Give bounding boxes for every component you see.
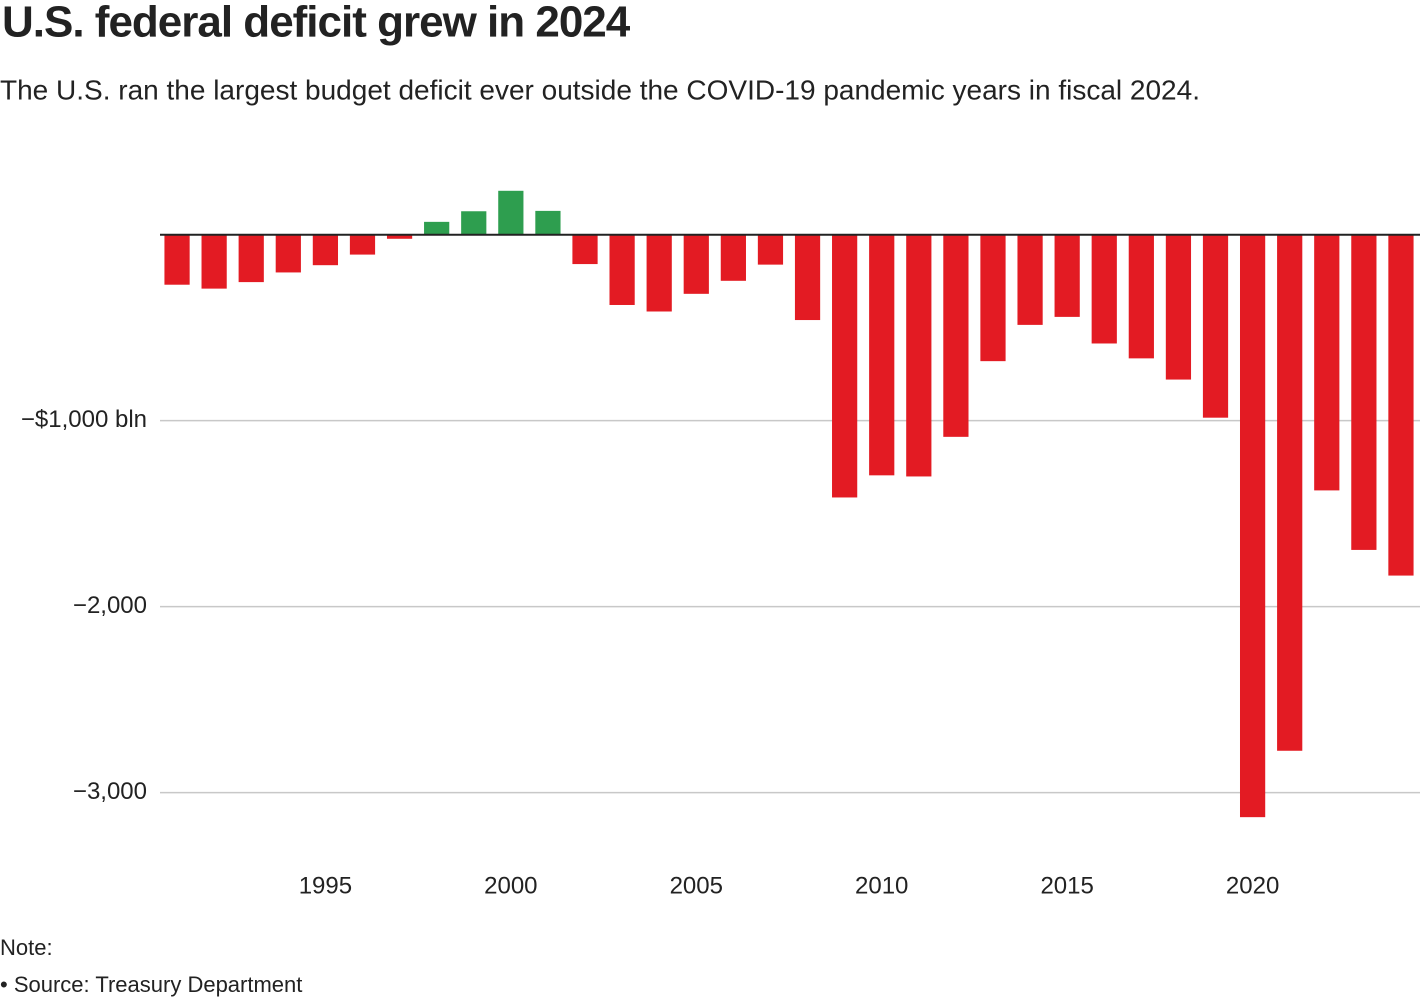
- bar: [1277, 234, 1303, 751]
- bar: [1128, 234, 1154, 359]
- x-tick-label: 2005: [670, 872, 723, 899]
- bar: [164, 234, 190, 285]
- bar: [980, 234, 1006, 362]
- bar: [683, 234, 709, 294]
- bar: [943, 234, 969, 437]
- bar: [1091, 234, 1117, 344]
- bar: [312, 234, 339, 266]
- x-tick-label: 2015: [1040, 872, 1093, 899]
- x-tick-label: 1995: [299, 872, 352, 899]
- bar: [720, 234, 746, 281]
- x-tick-label: 2010: [855, 872, 908, 899]
- bar: [275, 234, 301, 273]
- y-tick-label: −$1,000 bln: [21, 406, 147, 433]
- bar: [1239, 234, 1266, 818]
- bar: [609, 234, 635, 305]
- bar: [646, 234, 672, 312]
- bar: [349, 234, 376, 255]
- bar: [386, 234, 413, 239]
- bar: [1054, 234, 1080, 317]
- bar: [201, 234, 227, 289]
- bar: [1351, 234, 1377, 550]
- bar: [461, 211, 487, 235]
- bar: [535, 210, 561, 235]
- bar: [1202, 234, 1229, 418]
- bar: [906, 234, 932, 477]
- bar: [572, 234, 598, 265]
- bar: [424, 221, 450, 235]
- source: • Source: Treasury Department: [0, 972, 302, 997]
- bar: [498, 190, 524, 235]
- bar: [1017, 234, 1043, 325]
- note: Note:: [0, 935, 53, 960]
- x-tick-label: 2020: [1226, 872, 1279, 899]
- bar: [794, 234, 821, 321]
- y-tick-label: −2,000: [73, 592, 147, 619]
- x-tick-label: 2000: [484, 872, 537, 899]
- bar: [238, 234, 264, 283]
- bar: [1388, 234, 1414, 576]
- chart-subtitle: The U.S. ran the largest budget deficit …: [0, 74, 1200, 105]
- bar: [832, 234, 858, 498]
- y-tick-label: −3,000: [73, 778, 147, 805]
- bar: [1165, 234, 1192, 380]
- bar: [1314, 234, 1340, 491]
- bar: [869, 234, 895, 476]
- bar: [757, 234, 784, 265]
- chart-title: U.S. federal deficit grew in 2024: [2, 0, 631, 47]
